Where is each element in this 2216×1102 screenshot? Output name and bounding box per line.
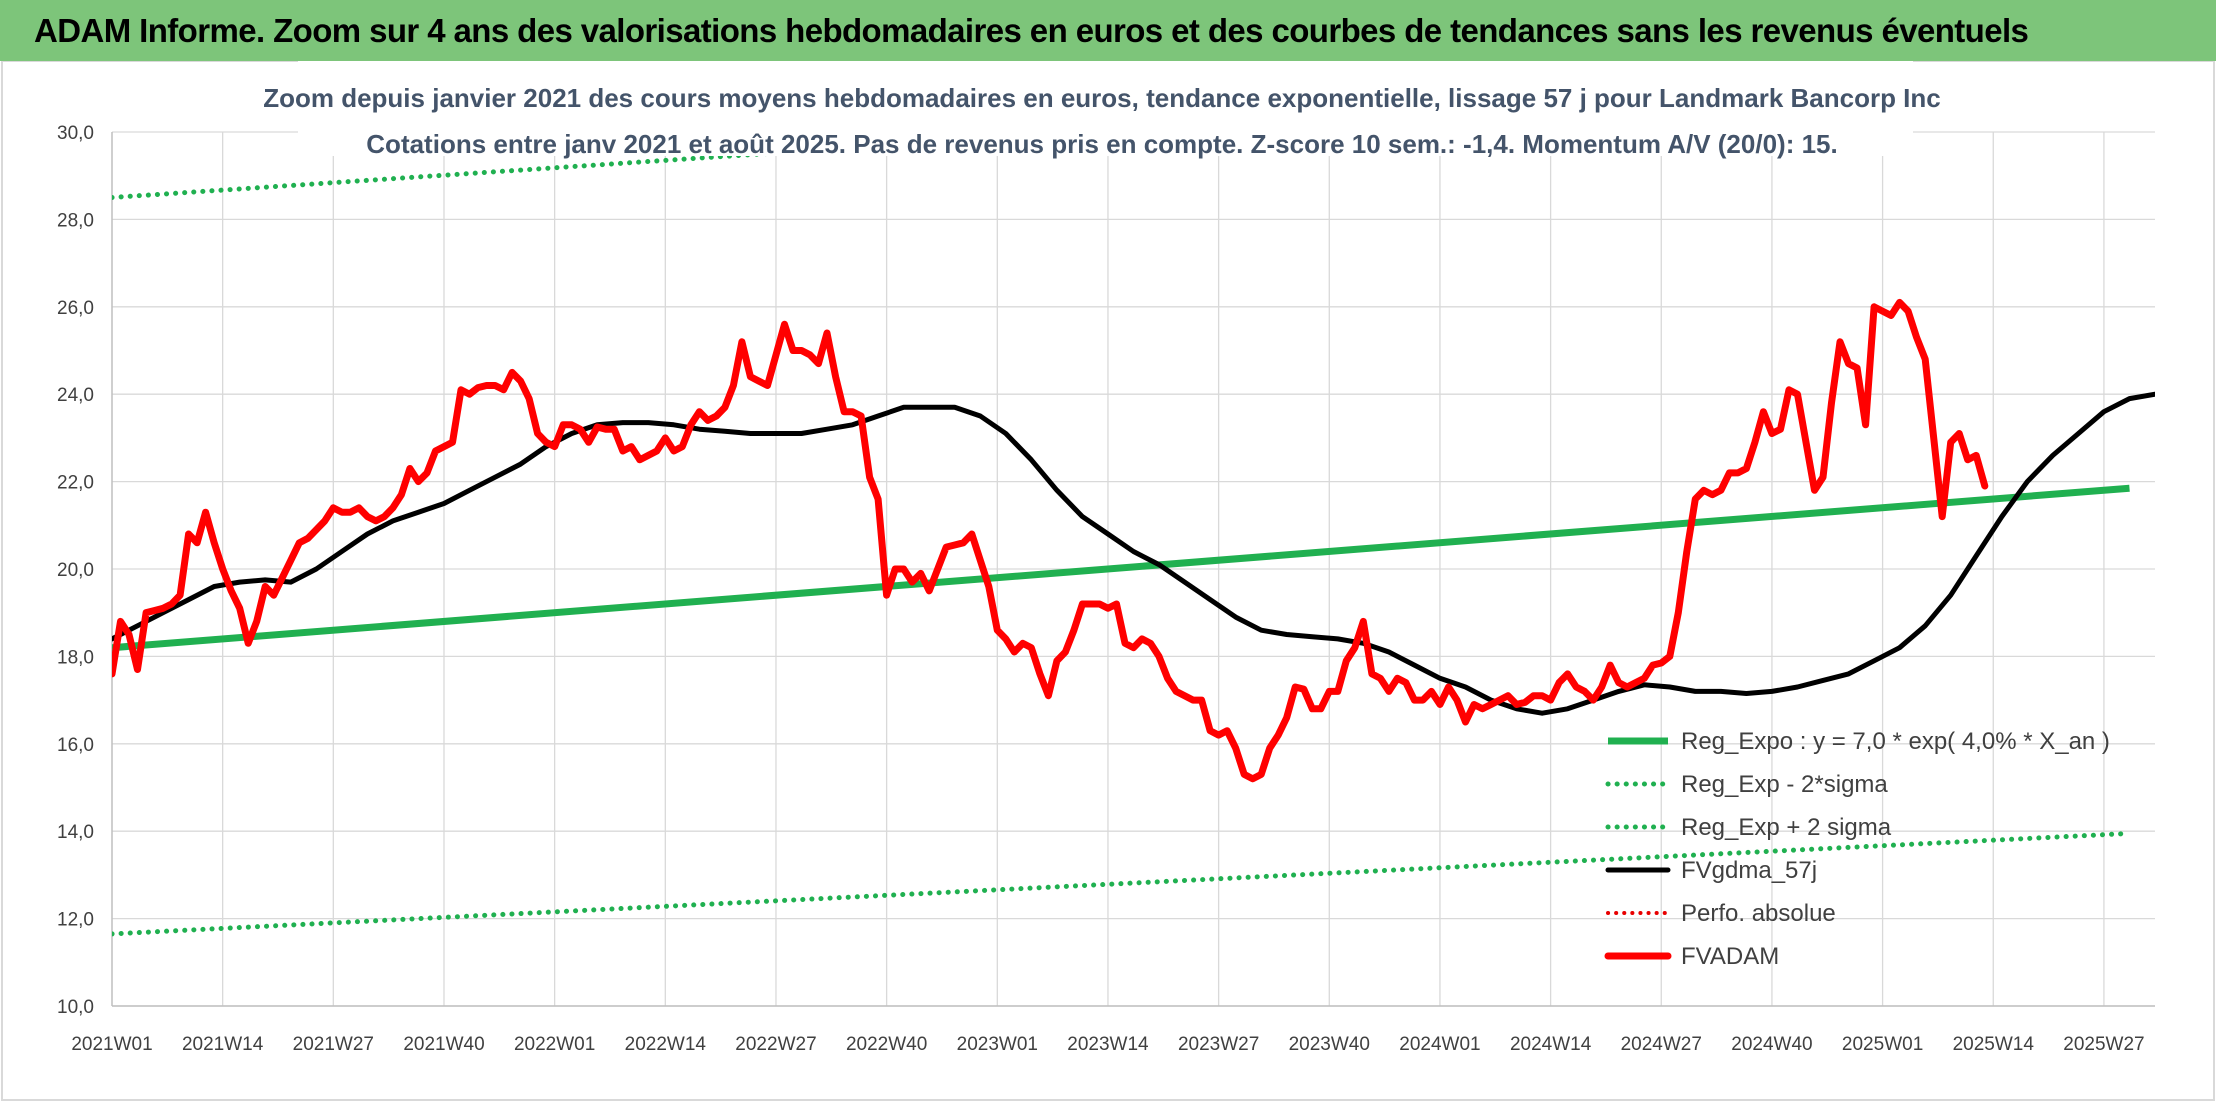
legend-label: Reg_Exp + 2 sigma <box>1681 814 1892 841</box>
legend-label: FVADAM <box>1681 943 1779 970</box>
chart-title: Zoom depuis janvier 2021 des cours moyen… <box>263 83 1941 113</box>
series-reg-plus-2sigma <box>112 130 1156 200</box>
x-tick-label: 2025W27 <box>2063 1034 2144 1055</box>
x-tick-label: 2023W40 <box>1289 1034 1370 1055</box>
x-tick-label: 2022W14 <box>625 1034 707 1055</box>
x-tick-label: 2024W14 <box>1510 1034 1592 1055</box>
legend-label: Reg_Exp - 2*sigma <box>1681 771 1888 798</box>
x-tick-label: 2025W01 <box>1842 1034 1923 1055</box>
y-tick-label: 28,0 <box>57 210 94 231</box>
x-tick-label: 2022W01 <box>514 1034 595 1055</box>
y-tick-label: 22,0 <box>57 473 94 494</box>
y-tick-label: 10,0 <box>57 997 94 1018</box>
title-mask <box>298 61 1913 156</box>
x-tick-label: 2021W01 <box>71 1034 152 1055</box>
y-tick-label: 18,0 <box>57 647 94 668</box>
series-reg-expo <box>112 484 2130 652</box>
y-tick-label: 16,0 <box>57 735 94 756</box>
chart-canvas: Zoom depuis janvier 2021 des cours moyen… <box>0 61 2216 1102</box>
legend-label: FVgdma_57j <box>1681 857 1817 884</box>
legend: Reg_Expo : y = 7,0 * exp( 4,0% * X_an ) R… <box>1604 728 2110 970</box>
x-tick-label: 2024W01 <box>1399 1034 1480 1055</box>
series <box>112 130 2155 937</box>
chart-border <box>1 61 2215 1101</box>
x-tick-label: 2023W01 <box>957 1034 1038 1055</box>
chart-subtitle: Cotations entre janv 2021 et août 2025. … <box>366 129 1837 159</box>
y-tick-label: 20,0 <box>57 560 94 581</box>
x-tick-label: 2024W27 <box>1621 1034 1702 1055</box>
x-tick-label: 2021W14 <box>182 1034 264 1055</box>
series-reg-minus-2sigma <box>112 830 2132 937</box>
legend-label: Reg_Expo : y = 7,0 * exp( 4,0% * X_an ) <box>1681 728 2110 755</box>
series-fvadam <box>112 298 1989 783</box>
x-tick-label: 2023W14 <box>1067 1034 1149 1055</box>
report-banner: ADAM Informe. Zoom sur 4 ans des valoris… <box>0 0 2216 61</box>
x-tick-label: 2021W40 <box>403 1034 484 1055</box>
x-tick-label: 2024W40 <box>1731 1034 1812 1055</box>
axis-labels: 10,0 12,0 14,0 16,0 18,0 20,0 22,0 24,0 26,0 28,0… <box>57 123 2145 1055</box>
y-tick-label: 26,0 <box>57 298 94 319</box>
legend-label: Perfo. absolue <box>1681 900 1836 927</box>
y-tick-label: 12,0 <box>57 910 94 931</box>
series-fvgdma-57j <box>112 391 2155 716</box>
y-tick-label: 14,0 <box>57 822 94 843</box>
x-tick-label: 2023W27 <box>1178 1034 1259 1055</box>
grid <box>111 131 2155 1007</box>
y-tick-label: 30,0 <box>57 123 94 144</box>
y-tick-label: 24,0 <box>57 385 94 406</box>
x-tick-label: 2021W27 <box>293 1034 374 1055</box>
x-tick-label: 2025W14 <box>1953 1034 2035 1055</box>
x-tick-label: 2022W27 <box>735 1034 816 1055</box>
report-title: ADAM Informe. Zoom sur 4 ans des valoris… <box>34 11 2029 49</box>
x-tick-label: 2022W40 <box>846 1034 927 1055</box>
